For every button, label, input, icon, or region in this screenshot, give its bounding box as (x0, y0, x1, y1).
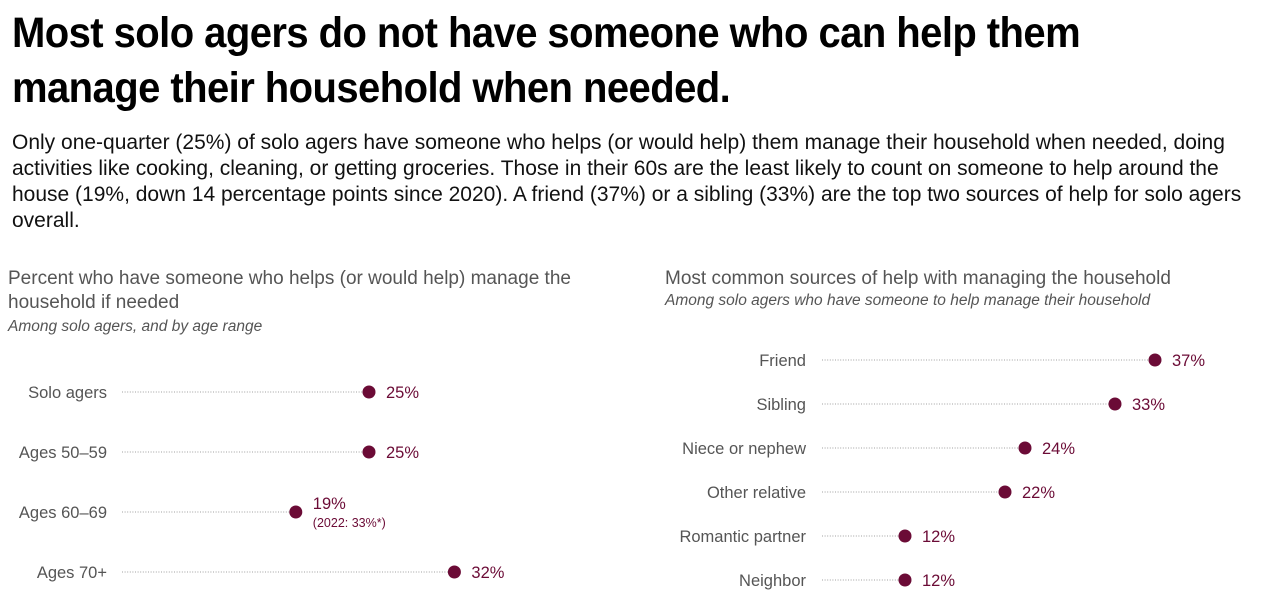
right-chart-subtitle: Among solo agers who have someone to hel… (665, 292, 1151, 309)
value-label: 25% (386, 444, 419, 462)
left-chart-subtitle: Among solo agers, and by age range (8, 318, 263, 335)
headline: Most solo agers do not have someone who … (12, 9, 1081, 112)
category-label: Neighbor (739, 572, 806, 590)
value-label: 25% (386, 384, 419, 402)
category-label: Other relative (707, 484, 806, 502)
data-point (1148, 353, 1162, 367)
category-label: Romantic partner (679, 528, 806, 546)
category-label: Ages 70+ (37, 564, 107, 582)
data-point (898, 573, 912, 587)
value-label: 12% (922, 572, 955, 590)
category-label: Sibling (756, 396, 806, 414)
data-point (362, 445, 376, 459)
category-label: Niece or nephew (682, 440, 806, 458)
value-label: 22% (1022, 484, 1055, 502)
data-point (362, 385, 376, 399)
data-point (447, 565, 461, 579)
left-chart-title: Percent who have someone who helps (or w… (8, 268, 571, 313)
data-point (1018, 441, 1032, 455)
category-label: Solo agers (28, 384, 107, 402)
right-dot-chart: Friend 37% Sibling 33% Niece or nephew 24% Oth… (679, 352, 1205, 590)
data-point (998, 485, 1012, 499)
value-label: 33% (1132, 396, 1165, 414)
value-label: 19% (313, 495, 346, 513)
category-label: Ages 50–59 (19, 444, 107, 462)
value-label: 37% (1172, 352, 1205, 370)
category-label: Friend (759, 352, 806, 370)
comparison-note: (2022: 33%*) (313, 516, 386, 530)
value-label: 24% (1042, 440, 1075, 458)
data-point (289, 505, 303, 519)
data-point (898, 529, 912, 543)
data-point (1108, 397, 1122, 411)
intro-paragraph: Only one-quarter (25%) of solo agers hav… (12, 131, 1242, 232)
value-label: 12% (922, 528, 955, 546)
left-dot-chart: Solo agers 25% Ages 50–59 25% Ages 60–69 19% (… (19, 384, 505, 582)
right-chart-title: Most common sources of help with managin… (665, 268, 1171, 289)
category-label: Ages 60–69 (19, 504, 107, 522)
value-label: 32% (471, 564, 504, 582)
